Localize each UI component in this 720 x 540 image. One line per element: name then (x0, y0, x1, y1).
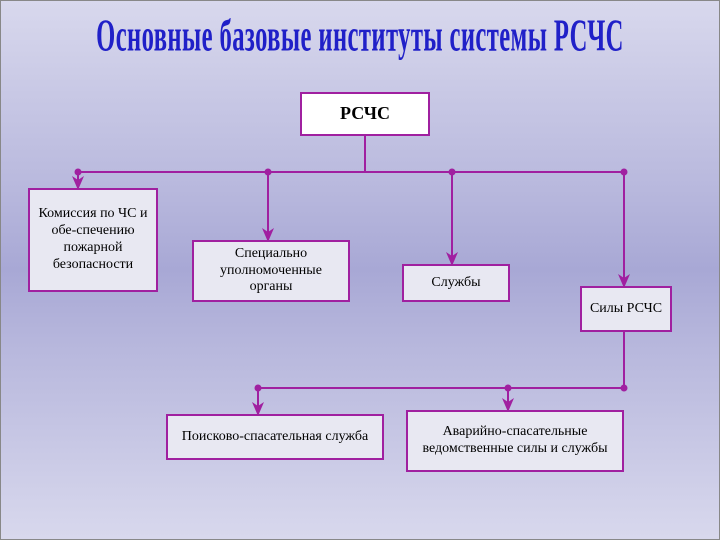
node-services: Службы (402, 264, 510, 302)
node-search-rescue-label: Поисково-спасательная служба (182, 429, 368, 446)
node-root-label: РСЧС (340, 103, 390, 125)
node-commission-label: Комиссия по ЧС и обе-спечению пожарной б… (36, 206, 150, 273)
node-authorized-bodies: Специально уполномоченные органы (192, 240, 350, 302)
node-services-label: Службы (431, 275, 480, 292)
node-emergency-forces: Аварийно-спасательные ведомственные силы… (406, 410, 624, 472)
node-emergency-forces-label: Аварийно-спасательные ведомственные силы… (414, 424, 616, 458)
node-search-rescue: Поисково-спасательная служба (166, 414, 384, 460)
node-forces: Силы РСЧС (580, 286, 672, 332)
node-authorized-bodies-label: Специально уполномоченные органы (200, 246, 342, 296)
slide-title: Основные базовые институты системы РСЧС (96, 12, 624, 63)
node-commission: Комиссия по ЧС и обе-спечению пожарной б… (28, 188, 158, 292)
node-root: РСЧС (300, 92, 430, 136)
node-forces-label: Силы РСЧС (590, 301, 662, 318)
title-text: Основные базовые институты системы РСЧС (96, 12, 624, 62)
